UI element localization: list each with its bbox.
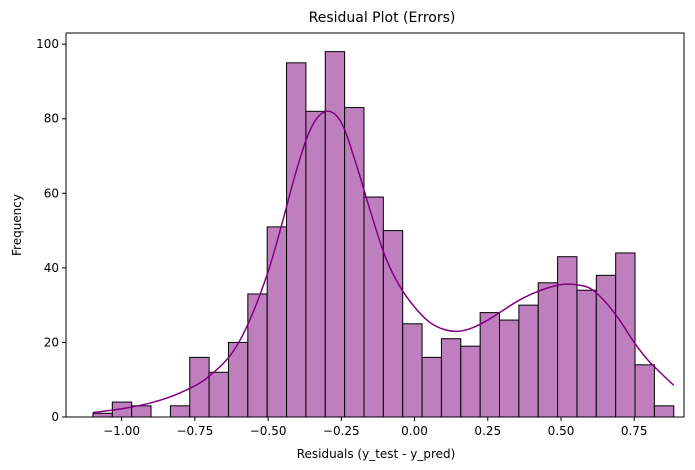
histogram-bar (537, 282, 559, 418)
histogram-bar (208, 371, 229, 418)
kde-line (92, 110, 675, 414)
histogram-bar (266, 226, 288, 418)
y-tick-label: 0 (51, 410, 59, 424)
histogram-bar (247, 293, 268, 418)
histogram-bar (615, 252, 636, 418)
chart-title: Residual Plot (Errors) (309, 10, 456, 26)
y-axis-ticks: 0 20 40 60 80 100 (36, 37, 66, 424)
x-tick-label: 0.00 (401, 424, 428, 438)
histogram-bar (402, 323, 423, 418)
histogram-bar (557, 256, 578, 418)
x-tick-label: −0.25 (323, 424, 360, 438)
histogram-bar (421, 356, 442, 418)
histogram-bar (363, 196, 384, 418)
x-tick-label: −1.00 (103, 424, 140, 438)
x-tick-label: 0.25 (474, 424, 501, 438)
histogram-bar (344, 107, 365, 418)
histogram-bar (305, 110, 326, 418)
y-tick-label: 40 (44, 261, 59, 275)
y-tick-label: 60 (44, 186, 59, 200)
histogram-bar (518, 304, 539, 418)
histogram-bar (634, 364, 655, 418)
x-tick-label: 0.75 (621, 424, 648, 438)
histogram-bar (460, 345, 481, 418)
histogram-bar (324, 51, 346, 418)
kde-group (92, 110, 675, 414)
x-tick-label: −0.75 (176, 424, 213, 438)
histogram-bar (131, 405, 152, 418)
histogram-bar (440, 338, 462, 418)
x-axis-label: Residuals (y_test - y_pred) (297, 447, 456, 461)
y-tick-label: 20 (44, 335, 59, 349)
histogram-bar (653, 405, 675, 418)
histogram-bar (499, 319, 520, 418)
y-tick-label: 100 (36, 37, 59, 51)
histogram-bar (92, 412, 113, 418)
histogram-bar (169, 405, 191, 418)
plot-frame (65, 32, 685, 418)
x-tick-label: −0.50 (250, 424, 287, 438)
histogram-bar (286, 62, 307, 418)
x-tick-label: 0.50 (548, 424, 575, 438)
histogram-bar (479, 312, 501, 418)
bars-group (92, 51, 675, 418)
y-tick-label: 80 (44, 112, 59, 126)
y-axis-label: Frequency (10, 194, 24, 256)
x-axis-ticks: −1.00 −0.75 −0.50 −0.25 0.00 0.25 0.50 0.75 (103, 417, 648, 438)
histogram-bar (576, 289, 597, 418)
